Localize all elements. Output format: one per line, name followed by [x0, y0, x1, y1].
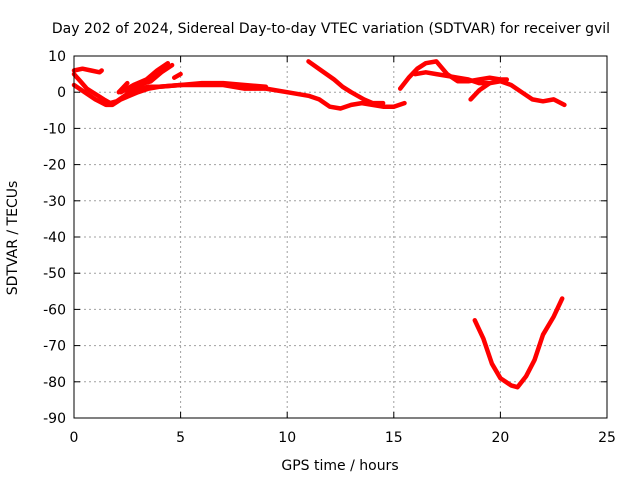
y-tick-label: -50: [43, 266, 66, 282]
grid-layer: [74, 56, 607, 418]
tick-layer: 0 5 10 15 20 25 10 0 -10 -20 -30 -40 -50 -60 -70 -80 -90: [43, 49, 616, 446]
y-tick-label: -70: [43, 339, 66, 355]
series-line-track-6: [122, 62, 175, 93]
y-tick-label: -30: [43, 194, 66, 210]
y-tick-label: 0: [57, 85, 66, 101]
chart-title: Day 202 of 2024, Sidereal Day-to-day VTE…: [52, 21, 610, 37]
series-line-track-11: [468, 80, 492, 102]
y-tick-label: -60: [43, 302, 66, 318]
series-line-track-3: [71, 66, 104, 75]
x-tick-label: 10: [278, 430, 296, 446]
y-tick-label: -20: [43, 158, 66, 174]
x-tick-label: 15: [385, 430, 403, 446]
x-axis-label: GPS time / hours: [281, 458, 398, 474]
series-line-track-12: [472, 296, 565, 390]
y-tick-label: -40: [43, 230, 66, 246]
x-tick-label: 5: [176, 430, 185, 446]
y-tick-label: 10: [48, 49, 66, 65]
y-axis-label: SDTVAR / TECUs: [5, 181, 21, 296]
series-layer: [71, 59, 567, 390]
series-line-track-8: [306, 59, 386, 106]
series-line-track-2: [71, 80, 269, 108]
x-tick-label: 20: [491, 430, 509, 446]
y-tick-label: -10: [43, 121, 66, 137]
y-tick-label: -80: [43, 375, 66, 391]
y-tick-label: -90: [43, 411, 66, 427]
x-tick-label: 0: [70, 430, 79, 446]
series-line-track-7: [171, 71, 183, 80]
x-tick-label: 25: [598, 430, 616, 446]
